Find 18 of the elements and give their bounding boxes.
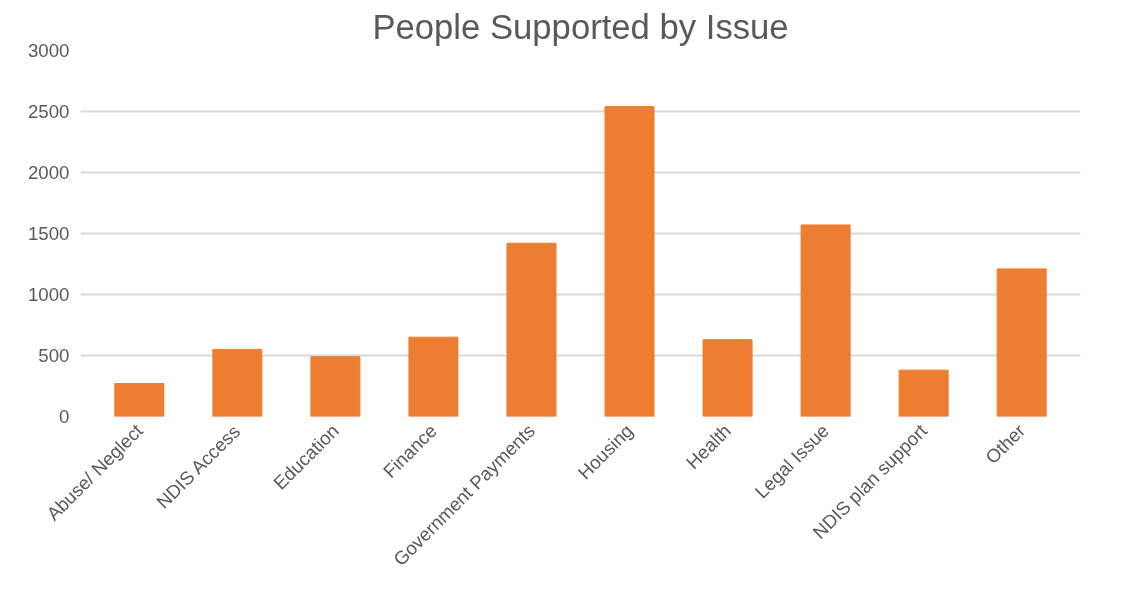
y-tick-label: 1500 bbox=[28, 223, 70, 244]
bar bbox=[408, 336, 459, 417]
bar bbox=[114, 383, 165, 417]
y-tick-label: 1000 bbox=[28, 284, 70, 305]
chart-title: People Supported by Issue bbox=[372, 7, 789, 46]
bar bbox=[702, 339, 753, 417]
bar bbox=[212, 348, 263, 417]
y-tick-label: 3000 bbox=[28, 40, 70, 61]
y-tick-label: 500 bbox=[38, 345, 70, 366]
bar bbox=[506, 242, 557, 417]
y-tick-label: 0 bbox=[59, 406, 70, 427]
bar bbox=[604, 106, 655, 417]
bar bbox=[898, 369, 949, 417]
y-tick-label: 2500 bbox=[28, 101, 70, 122]
bar bbox=[800, 224, 851, 417]
bar bbox=[996, 268, 1047, 417]
bar bbox=[310, 356, 361, 417]
y-tick-label: 2000 bbox=[28, 162, 70, 183]
